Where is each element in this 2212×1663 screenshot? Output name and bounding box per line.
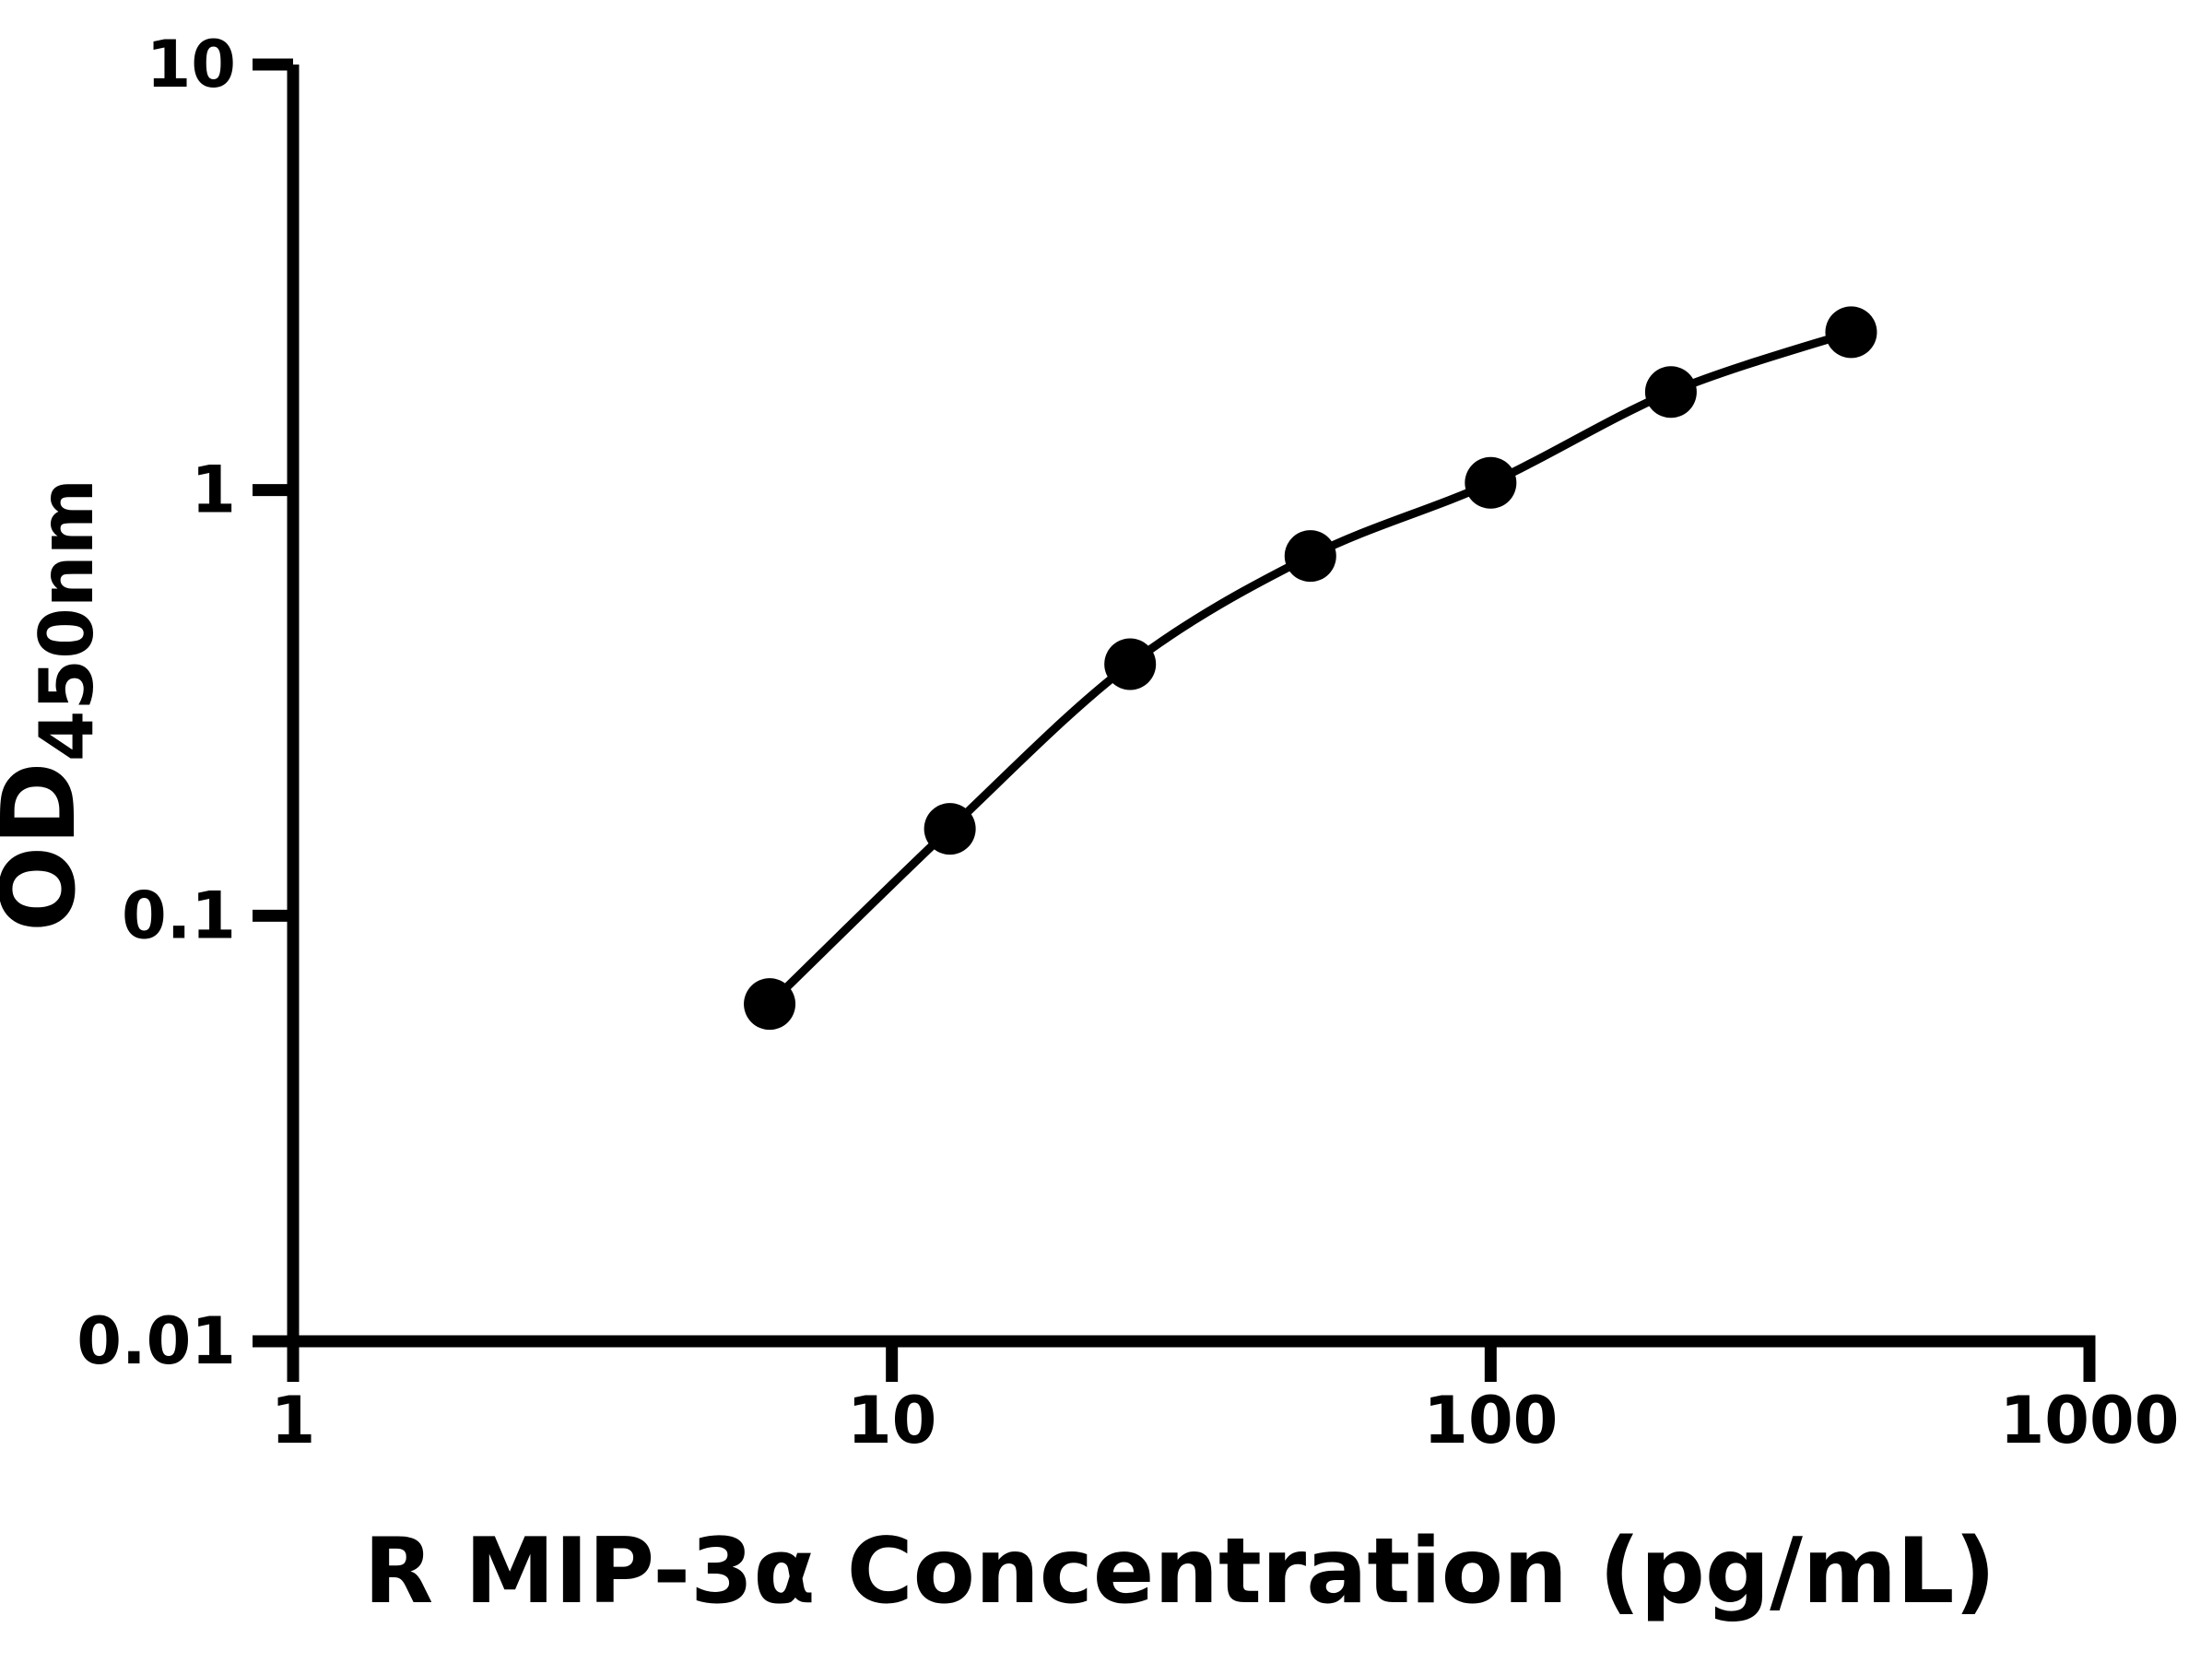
x-tick-label-100: 100 bbox=[1423, 1383, 1558, 1458]
y-axis-title-subscript: 450nm bbox=[24, 478, 110, 761]
standard-curve-line bbox=[766, 328, 1853, 1008]
y-axis-title-main: OD bbox=[0, 761, 98, 932]
data-point-1 bbox=[924, 803, 976, 855]
x-tick-label-1: 1 bbox=[271, 1383, 316, 1458]
data-point-0 bbox=[744, 978, 796, 1031]
data-point-4 bbox=[1465, 456, 1517, 509]
series-group bbox=[744, 306, 1877, 1031]
data-point-5 bbox=[1644, 366, 1697, 419]
y-axis-title: OD450nm bbox=[0, 478, 110, 932]
ticks-group bbox=[253, 58, 2096, 1382]
x-axis-title: R MIP-3α Concentration (pg/mL) bbox=[364, 1519, 1996, 1624]
y-tick-label-10: 10 bbox=[147, 27, 236, 102]
x-tick-label-1000: 1000 bbox=[2000, 1383, 2180, 1458]
y-tick-label-0.01: 0.01 bbox=[76, 1303, 236, 1379]
axes-group bbox=[287, 65, 2096, 1348]
data-point-3 bbox=[1284, 530, 1336, 583]
y-tick-label-0.1: 0.1 bbox=[122, 878, 236, 953]
data-point-2 bbox=[1104, 638, 1157, 690]
data-point-6 bbox=[1825, 306, 1877, 359]
y-tick-label-1: 1 bbox=[191, 453, 236, 528]
tick-labels-group: 0.01 0.1 1 10 1 10 100 1000 bbox=[76, 27, 2179, 1458]
axis-titles-group: R MIP-3α Concentration (pg/mL) OD450nm bbox=[0, 478, 1995, 1624]
x-tick-label-10: 10 bbox=[847, 1383, 936, 1458]
